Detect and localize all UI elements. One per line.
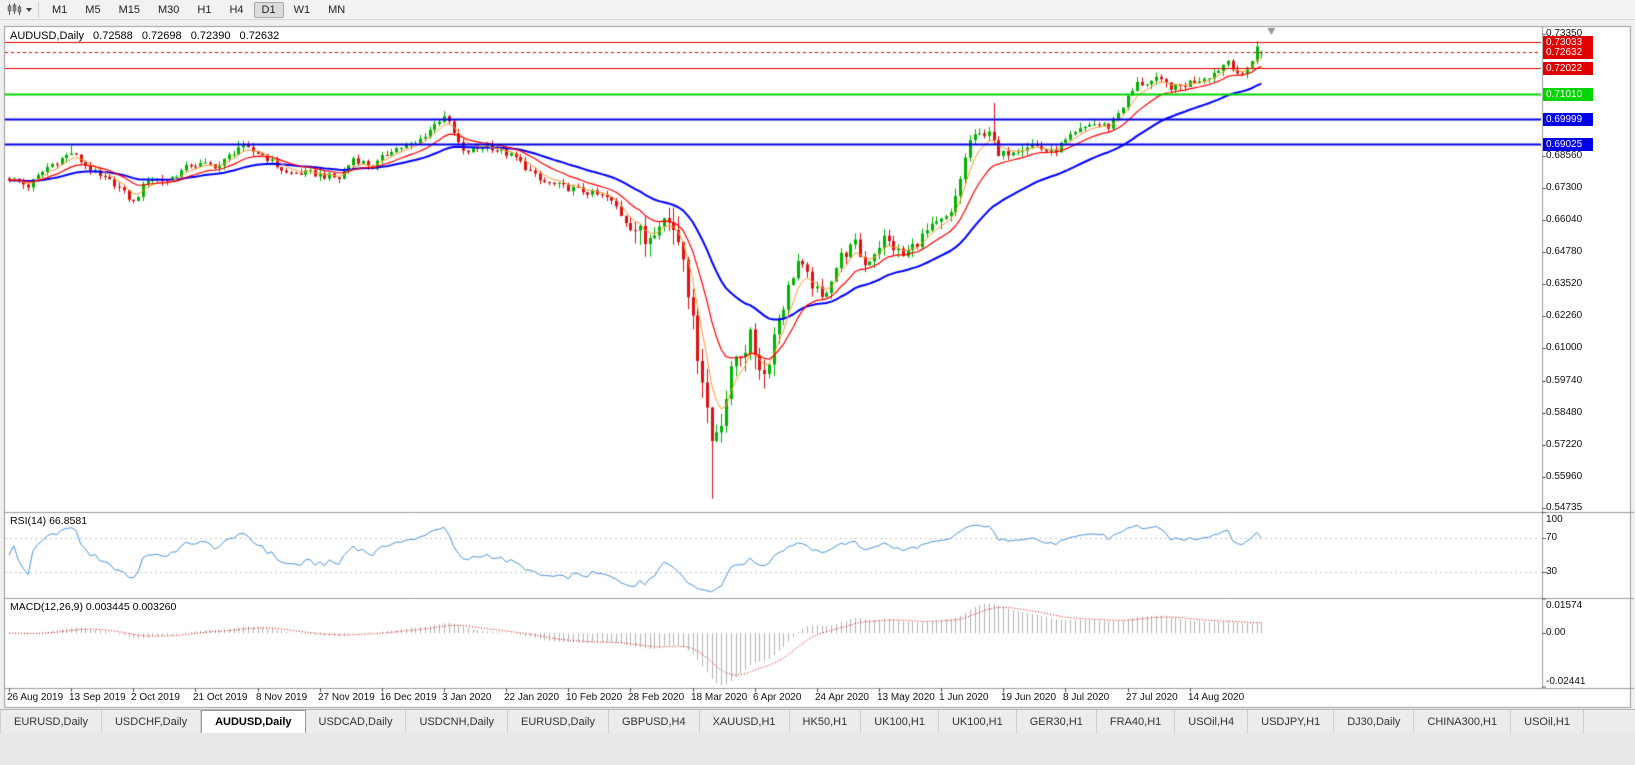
timeframe-toolbar: M1 M5 M15 M30 H1 H4 D1 W1 MN xyxy=(0,0,1635,20)
chart-tab-usdcnh-daily[interactable]: USDCNH,Daily xyxy=(406,710,509,733)
chart-tab-usoil-h4[interactable]: USOil,H4 xyxy=(1175,710,1249,733)
candlestick-chart-icon xyxy=(7,3,22,15)
chart-tab-usdcad-daily[interactable]: USDCAD,Daily xyxy=(306,710,407,733)
chart-tab-usdchf-daily[interactable]: USDCHF,Daily xyxy=(102,710,202,733)
rsi-indicator-label: RSI(14) 66.8581 xyxy=(10,515,88,527)
dropdown-arrow-icon xyxy=(26,7,32,12)
timeframe-button-d1[interactable]: D1 xyxy=(253,1,284,18)
timeframe-button-mn[interactable]: MN xyxy=(328,3,346,16)
chart-tab-eurusd-daily[interactable]: EURUSD,Daily xyxy=(0,710,102,733)
chart-tab-fra40-h1[interactable]: FRA40,H1 xyxy=(1097,710,1176,733)
window-bottom-strip xyxy=(0,733,1635,765)
timeframe-button-m5[interactable]: M5 xyxy=(85,3,101,16)
macd-indicator-label: MACD(12,26,9) 0.003445 0.003260 xyxy=(10,601,177,613)
timeframe-button-h4[interactable]: H4 xyxy=(229,3,244,16)
open-value: 0.72588 xyxy=(93,30,133,42)
chart-tab-china300-h1[interactable]: CHINA300,H1 xyxy=(1414,710,1512,733)
chart-tab-bar: EURUSD,Daily USDCHF,Daily AUDUSD,Daily USDC… xyxy=(0,709,1635,733)
chart-tab-eurusd-daily[interactable]: EURUSD,Daily xyxy=(508,710,609,733)
chart-tab-usoil-h1[interactable]: USOil,H1 xyxy=(1511,710,1584,733)
chart-tab-dj30-daily[interactable]: DJ30,Daily xyxy=(1334,710,1415,733)
timeframe-button-w1[interactable]: W1 xyxy=(293,3,311,16)
timeframe-button-h1[interactable]: H1 xyxy=(197,3,212,16)
chart-tab-uk100-h1[interactable]: UK100,H1 xyxy=(861,710,939,733)
chart-tab-ger30-h1[interactable]: GER30,H1 xyxy=(1017,710,1097,733)
timeframe-button-m15[interactable]: M15 xyxy=(118,3,140,16)
symbol-period-text: AUDUSD,Daily xyxy=(10,30,84,42)
timeframe-buttons: M1 M5 M15 M30 H1 H4 D1 W1 MN xyxy=(44,1,353,18)
chart-tab-hk50-h1[interactable]: HK50,H1 xyxy=(790,710,862,733)
chart-tab-gbpusd-h4[interactable]: GBPUSD,H4 xyxy=(609,710,700,733)
chart-tab-audusd-daily[interactable]: AUDUSD,Daily xyxy=(201,710,306,733)
chart-type-menu[interactable] xyxy=(4,1,39,18)
timeframe-button-m30[interactable]: M30 xyxy=(157,3,180,16)
close-value: 0.72632 xyxy=(239,30,280,42)
low-value: 0.72390 xyxy=(190,30,231,42)
symbol-ohlc-label: AUDUSD,Daily 0.72588 0.72698 0.72390 0.7… xyxy=(10,30,285,42)
timeframe-button-m1[interactable]: M1 xyxy=(52,3,68,16)
chart-tab-uk100-h1[interactable]: UK100,H1 xyxy=(939,710,1017,733)
chart-tab-usdjpy-h1[interactable]: USDJPY,H1 xyxy=(1248,710,1335,733)
chart-tab-xauusd-h1[interactable]: XAUUSD,H1 xyxy=(700,710,790,733)
high-value: 0.72698 xyxy=(141,30,182,42)
